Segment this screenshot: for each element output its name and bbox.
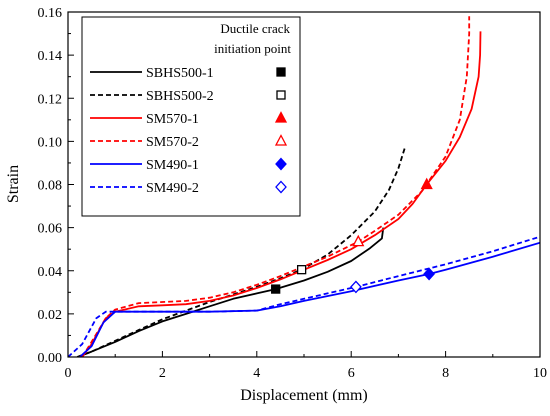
x-tick-label: 2 bbox=[159, 366, 166, 381]
crack-point-sm490-2 bbox=[350, 280, 362, 294]
legend-label-sm570-2: SM570-2 bbox=[146, 135, 199, 150]
series-line-sbhs500-2 bbox=[77, 145, 407, 357]
series-layer bbox=[68, 16, 540, 357]
x-tick-label: 4 bbox=[253, 366, 260, 381]
series-line-sm490-2 bbox=[68, 235, 540, 357]
x-axis-title: Displacement (mm) bbox=[240, 387, 368, 404]
legend-marker-sm490-2 bbox=[275, 180, 287, 194]
legend-label-sm490-2: SM490-2 bbox=[146, 181, 199, 196]
crack-marker-layer bbox=[271, 177, 435, 294]
crack-point-sm570-2 bbox=[352, 234, 365, 247]
legend-label-sm570-1: SM570-1 bbox=[146, 112, 199, 127]
x-tick-label: 8 bbox=[442, 366, 449, 381]
legend-label-sbhs500-1: SBHS500-1 bbox=[146, 66, 214, 81]
crack-point-sm570-1 bbox=[420, 177, 433, 190]
y-tick-label: 0.08 bbox=[38, 179, 63, 194]
crack-point-sm490-1 bbox=[423, 267, 435, 281]
y-axis-title: Strain bbox=[5, 165, 22, 203]
y-tick-label: 0.14 bbox=[38, 49, 63, 64]
axis-tick-labels: 0 2 4 6 8 10 0.00 0.02 0.04 0.06 0.08 0.10 0.12 0.14 0… bbox=[38, 6, 548, 381]
legend-title-line1: Ductile crack bbox=[220, 21, 290, 36]
legend-marker-sbhs500-2 bbox=[276, 90, 286, 100]
legend-marker-sm570-1 bbox=[274, 111, 288, 123]
y-tick-label: 0.12 bbox=[38, 92, 63, 107]
series-line-sm570-1 bbox=[81, 31, 482, 357]
y-tick-label: 0.04 bbox=[38, 265, 63, 280]
series-line-sm490-1 bbox=[79, 241, 540, 357]
legend-title-line2: initiation point bbox=[214, 41, 291, 56]
legend-marker-sm490-1 bbox=[275, 157, 287, 171]
y-tick-label: 0.02 bbox=[38, 308, 63, 323]
legend-entries: SBHS500-1 SBHS500-2 SM570-1 SM570-2 SM490-1 S… bbox=[90, 66, 288, 196]
series-line-sm570-2 bbox=[81, 16, 471, 357]
legend-marker-sm570-2 bbox=[274, 134, 288, 146]
x-tick-label: 0 bbox=[65, 366, 72, 381]
legend-box bbox=[81, 16, 301, 217]
y-tick-label: 0.00 bbox=[38, 351, 63, 366]
legend-label-sm490-1: SM490-1 bbox=[146, 158, 199, 173]
crack-point-sbhs500-1 bbox=[271, 284, 281, 294]
x-tick-label: 6 bbox=[348, 366, 355, 381]
series-line-sbhs500-1 bbox=[77, 227, 385, 357]
legend: Ductile crack initiation point SBHS500-1… bbox=[81, 16, 301, 217]
x-tick-label: 10 bbox=[533, 366, 547, 381]
y-tick-label: 0.10 bbox=[38, 135, 63, 150]
axis-ticks bbox=[67, 11, 541, 358]
y-tick-label: 0.16 bbox=[38, 6, 63, 21]
legend-marker-sbhs500-1 bbox=[276, 67, 286, 77]
crack-point-sbhs500-2 bbox=[296, 265, 307, 275]
y-tick-label: 0.06 bbox=[38, 222, 63, 237]
legend-label-sbhs500-2: SBHS500-2 bbox=[146, 89, 214, 104]
